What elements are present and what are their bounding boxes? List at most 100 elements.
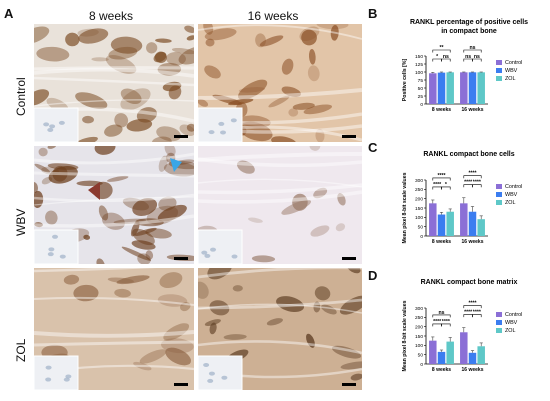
- significance-label-c: *: [445, 182, 448, 188]
- y-tick-label-d: 100: [415, 343, 423, 349]
- significance-label-c: ****: [473, 180, 482, 186]
- bar-d-zol-1: [477, 346, 485, 364]
- significance-bracket-b: [472, 58, 482, 62]
- x-tick-label-b-0: 8 weeks: [432, 107, 451, 113]
- bar-b-wbv-0: [437, 72, 446, 104]
- bar-c-control-1: [460, 203, 468, 236]
- significance-label-c: ****: [433, 182, 442, 188]
- y-tick-label-d: 50: [418, 352, 424, 358]
- y-tick-label-c: 100: [415, 215, 423, 221]
- significance-label-d: ****: [473, 310, 482, 316]
- significance-bracket-c: [441, 186, 451, 190]
- significance-bracket-b: [441, 58, 451, 62]
- x-tick-label-c-0: 8 weeks: [432, 239, 451, 245]
- y-tick-label-d: 150: [415, 334, 423, 340]
- y-tick-label-b: 100: [415, 70, 423, 76]
- red-arrowhead-icon: [88, 182, 100, 200]
- legend-label-d-control: Control: [505, 312, 522, 318]
- y-tick-label-d: 300: [415, 306, 423, 312]
- x-tick-label-c-1: 16 weeks: [462, 239, 484, 245]
- y-tick-label-b: 150: [415, 54, 423, 60]
- bar-b-wbv-1: [468, 72, 477, 104]
- bar-b-zol-1: [477, 72, 485, 104]
- x-tick-label-d-1: 16 weeks: [462, 367, 484, 373]
- legend-label-b-wbv: WBV: [505, 68, 518, 74]
- chart-title-b-line-0: RANKL percentage of positive cells: [410, 19, 528, 26]
- significance-bracket-b: [432, 49, 451, 53]
- chart-title-d-line-0: RANKL compact bone matrix: [421, 279, 518, 286]
- bar-c-control-0: [429, 203, 437, 236]
- y-tick-label-c: 300: [415, 178, 423, 184]
- y-axis-label-d: Mean pixel 8-bit scale values: [402, 300, 408, 371]
- significance-bracket-d: [432, 314, 451, 318]
- significance-label-d: ns: [438, 310, 444, 316]
- legend-swatch-b-wbv: [496, 68, 502, 73]
- significance-bracket-c: [472, 184, 482, 188]
- significance-label-c: ****: [468, 171, 477, 177]
- row-header-wbv: WBV: [14, 208, 28, 236]
- y-tick-label-b: 75: [418, 78, 424, 84]
- legend-swatch-d-zol: [496, 328, 502, 333]
- significance-label-b: **: [439, 45, 444, 51]
- chart-bone-matrix: RANKL compact bone matrix 0 50 100 150 200 250…: [380, 274, 548, 397]
- legend-swatch-d-control: [496, 312, 502, 317]
- significance-label-b: ns: [443, 54, 449, 60]
- legend-label-c-control: Control: [505, 184, 522, 190]
- y-tick-label-b: 0: [420, 102, 423, 108]
- y-tick-label-d: 0: [420, 362, 423, 368]
- legend-swatch-c-control: [496, 184, 502, 189]
- bar-d-wbv-0: [437, 351, 446, 364]
- legend-label-b-zol: ZOL: [505, 76, 515, 82]
- significance-bracket-c: [463, 175, 482, 179]
- significance-bracket-d: [463, 305, 482, 309]
- column-header-16-weeks: 16 weeks: [247, 9, 299, 23]
- micrograph-wbv-16-weeks: [198, 146, 362, 264]
- y-tick-label-d: 200: [415, 324, 423, 330]
- bar-d-control-0: [429, 340, 437, 364]
- legend-swatch-b-control: [496, 60, 502, 65]
- significance-label-b: *: [436, 54, 439, 60]
- panel-b-letter: B: [368, 6, 378, 21]
- significance-label-d: ****: [468, 301, 477, 307]
- row-header-zol: ZOL: [14, 338, 28, 362]
- micrograph-zol-16-weeks: [198, 268, 362, 390]
- bar-d-wbv-1: [468, 352, 477, 364]
- chart-bone-cells: RANKL compact bone cells 0 50 100 150 200 250 3…: [380, 146, 548, 269]
- legend-swatch-d-wbv: [496, 320, 502, 325]
- panel-d-letter: D: [368, 268, 378, 283]
- chart-title-b-line-1: in compact bone: [441, 28, 497, 35]
- y-axis-label-b: Positive cells [%]: [402, 59, 408, 102]
- x-tick-label-b-1: 16 weeks: [462, 107, 484, 113]
- legend-label-c-wbv: WBV: [505, 192, 518, 198]
- y-tick-label-c: 50: [418, 224, 424, 230]
- x-tick-label-d-0: 8 weeks: [432, 367, 451, 373]
- bar-c-zol-1: [477, 219, 485, 236]
- bar-d-control-1: [460, 332, 468, 364]
- panel-a-letter: A: [4, 6, 14, 21]
- significance-bracket-d: [441, 323, 451, 327]
- significance-label-b: ns: [474, 54, 480, 60]
- bar-b-control-1: [460, 72, 468, 104]
- significance-bracket-b: [463, 49, 482, 53]
- y-tick-label-c: 150: [415, 206, 423, 212]
- legend-swatch-c-zol: [496, 200, 502, 205]
- significance-label-d: ****: [433, 319, 442, 325]
- chart-title-c-line-0: RANKL compact bone cells: [423, 151, 514, 158]
- significance-label-c: ****: [437, 173, 446, 179]
- significance-bracket-d: [472, 314, 482, 318]
- bar-c-wbv-1: [468, 211, 477, 236]
- bar-c-zol-0: [446, 211, 454, 236]
- y-tick-label-b: 25: [418, 94, 424, 100]
- legend-label-d-zol: ZOL: [505, 328, 515, 334]
- micrograph-zol-8-weeks: [34, 268, 194, 390]
- legend-swatch-c-wbv: [496, 192, 502, 197]
- y-tick-label-b: 125: [415, 62, 423, 68]
- significance-label-c: ****: [464, 180, 473, 186]
- y-tick-label-d: 250: [415, 315, 423, 321]
- significance-label-d: ****: [442, 319, 451, 325]
- micrograph-control-16-weeks: [198, 24, 362, 142]
- y-tick-label-c: 200: [415, 196, 423, 202]
- blue-arrowhead-icon: [170, 158, 182, 172]
- micrograph-wbv-8-weeks: [34, 146, 194, 264]
- bar-b-control-0: [429, 73, 437, 104]
